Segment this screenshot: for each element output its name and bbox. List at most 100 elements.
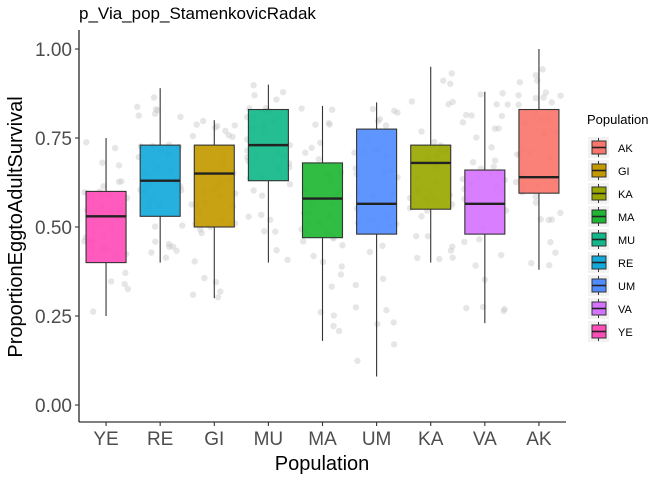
- data-point: [338, 263, 345, 270]
- data-point: [436, 255, 443, 263]
- y-tick-label: 1.00: [35, 40, 72, 61]
- data-point: [115, 178, 123, 185]
- box-ye: [85, 138, 127, 316]
- data-point: [491, 157, 499, 164]
- data-point: [330, 322, 337, 330]
- data-point: [222, 127, 229, 135]
- data-point: [546, 262, 553, 269]
- data-point: [462, 111, 470, 119]
- data-point: [225, 131, 232, 139]
- data-point: [261, 228, 268, 235]
- data-point: [99, 159, 106, 166]
- data-point: [134, 103, 141, 111]
- data-point: [135, 112, 142, 119]
- legend-label: AK: [618, 143, 633, 155]
- data-point: [148, 249, 155, 256]
- data-point: [532, 71, 539, 79]
- data-point: [532, 199, 540, 206]
- data-point: [499, 90, 506, 97]
- data-point: [198, 229, 205, 237]
- data-point: [339, 242, 346, 249]
- data-point: [463, 304, 470, 312]
- box-plots: [85, 49, 560, 377]
- data-point: [501, 305, 508, 313]
- data-point: [374, 320, 381, 328]
- data-point: [413, 233, 420, 240]
- data-point: [115, 162, 123, 169]
- legend-label: UM: [618, 281, 635, 293]
- box-gi: [193, 120, 235, 299]
- y-tick-label: 0.75: [35, 129, 72, 150]
- data-point: [178, 222, 186, 229]
- data-point: [173, 247, 180, 254]
- data-point: [83, 139, 90, 146]
- data-point: [459, 119, 467, 126]
- data-point: [545, 216, 553, 224]
- data-point: [548, 216, 555, 223]
- data-point: [488, 144, 495, 151]
- data-point: [461, 238, 468, 246]
- data-point: [337, 271, 345, 278]
- data-point: [284, 256, 291, 264]
- legend-label: MA: [618, 212, 635, 224]
- data-point: [542, 89, 550, 96]
- iqr-box: [193, 144, 235, 228]
- data-point: [408, 98, 416, 105]
- data-point: [498, 112, 506, 120]
- data-point: [390, 341, 398, 348]
- data-point: [330, 312, 338, 319]
- data-point: [299, 238, 307, 245]
- data-point: [424, 232, 432, 240]
- data-point: [122, 269, 129, 277]
- data-point: [540, 94, 547, 101]
- data-point: [366, 248, 374, 256]
- iqr-box: [464, 169, 506, 235]
- data-point: [493, 101, 500, 108]
- data-point: [512, 178, 520, 186]
- data-point: [475, 236, 483, 243]
- box-ma: [301, 105, 344, 341]
- x-tick-label: MA: [308, 429, 337, 450]
- data-point: [325, 120, 332, 127]
- box-ka: [410, 66, 452, 263]
- data-point: [217, 288, 224, 295]
- data-point: [273, 96, 280, 103]
- data-point: [477, 91, 484, 98]
- data-point: [328, 106, 336, 113]
- legend-item-ka: KA: [588, 183, 633, 204]
- data-point: [547, 238, 554, 246]
- y-tick-label: 0.25: [35, 307, 72, 328]
- data-point: [258, 192, 266, 199]
- legend-item-mu: MU: [588, 229, 635, 250]
- data-point: [490, 163, 497, 171]
- data-point: [539, 66, 546, 73]
- iqr-box: [356, 128, 398, 235]
- data-point: [231, 122, 238, 129]
- data-point: [418, 128, 425, 135]
- data-point: [251, 92, 258, 99]
- y-axis-ticks: 0.00 0.25 0.50 0.75 1.00: [35, 40, 79, 417]
- box-va: [464, 91, 506, 324]
- x-tick-label: VA: [473, 429, 497, 450]
- data-point: [317, 139, 324, 146]
- data-point: [273, 247, 280, 254]
- data-point: [379, 275, 387, 282]
- data-point: [188, 201, 195, 208]
- data-point: [390, 107, 398, 115]
- data-point: [310, 252, 317, 260]
- legend: Population AK GI KA MA MU RE UM VA YE: [587, 112, 648, 342]
- data-point: [495, 125, 502, 132]
- data-point: [197, 226, 204, 233]
- data-point: [124, 285, 132, 293]
- data-point: [162, 254, 170, 261]
- data-point: [212, 278, 220, 286]
- data-point: [557, 209, 564, 217]
- box-ak: [518, 49, 560, 270]
- data-point: [447, 247, 455, 254]
- x-axis-ticks: YE RE GI MU MA UM KA VA AK: [93, 422, 552, 450]
- iqr-box: [410, 144, 452, 210]
- data-point: [154, 107, 162, 114]
- data-point: [312, 121, 319, 128]
- iqr-box: [301, 162, 344, 239]
- data-point: [449, 254, 456, 261]
